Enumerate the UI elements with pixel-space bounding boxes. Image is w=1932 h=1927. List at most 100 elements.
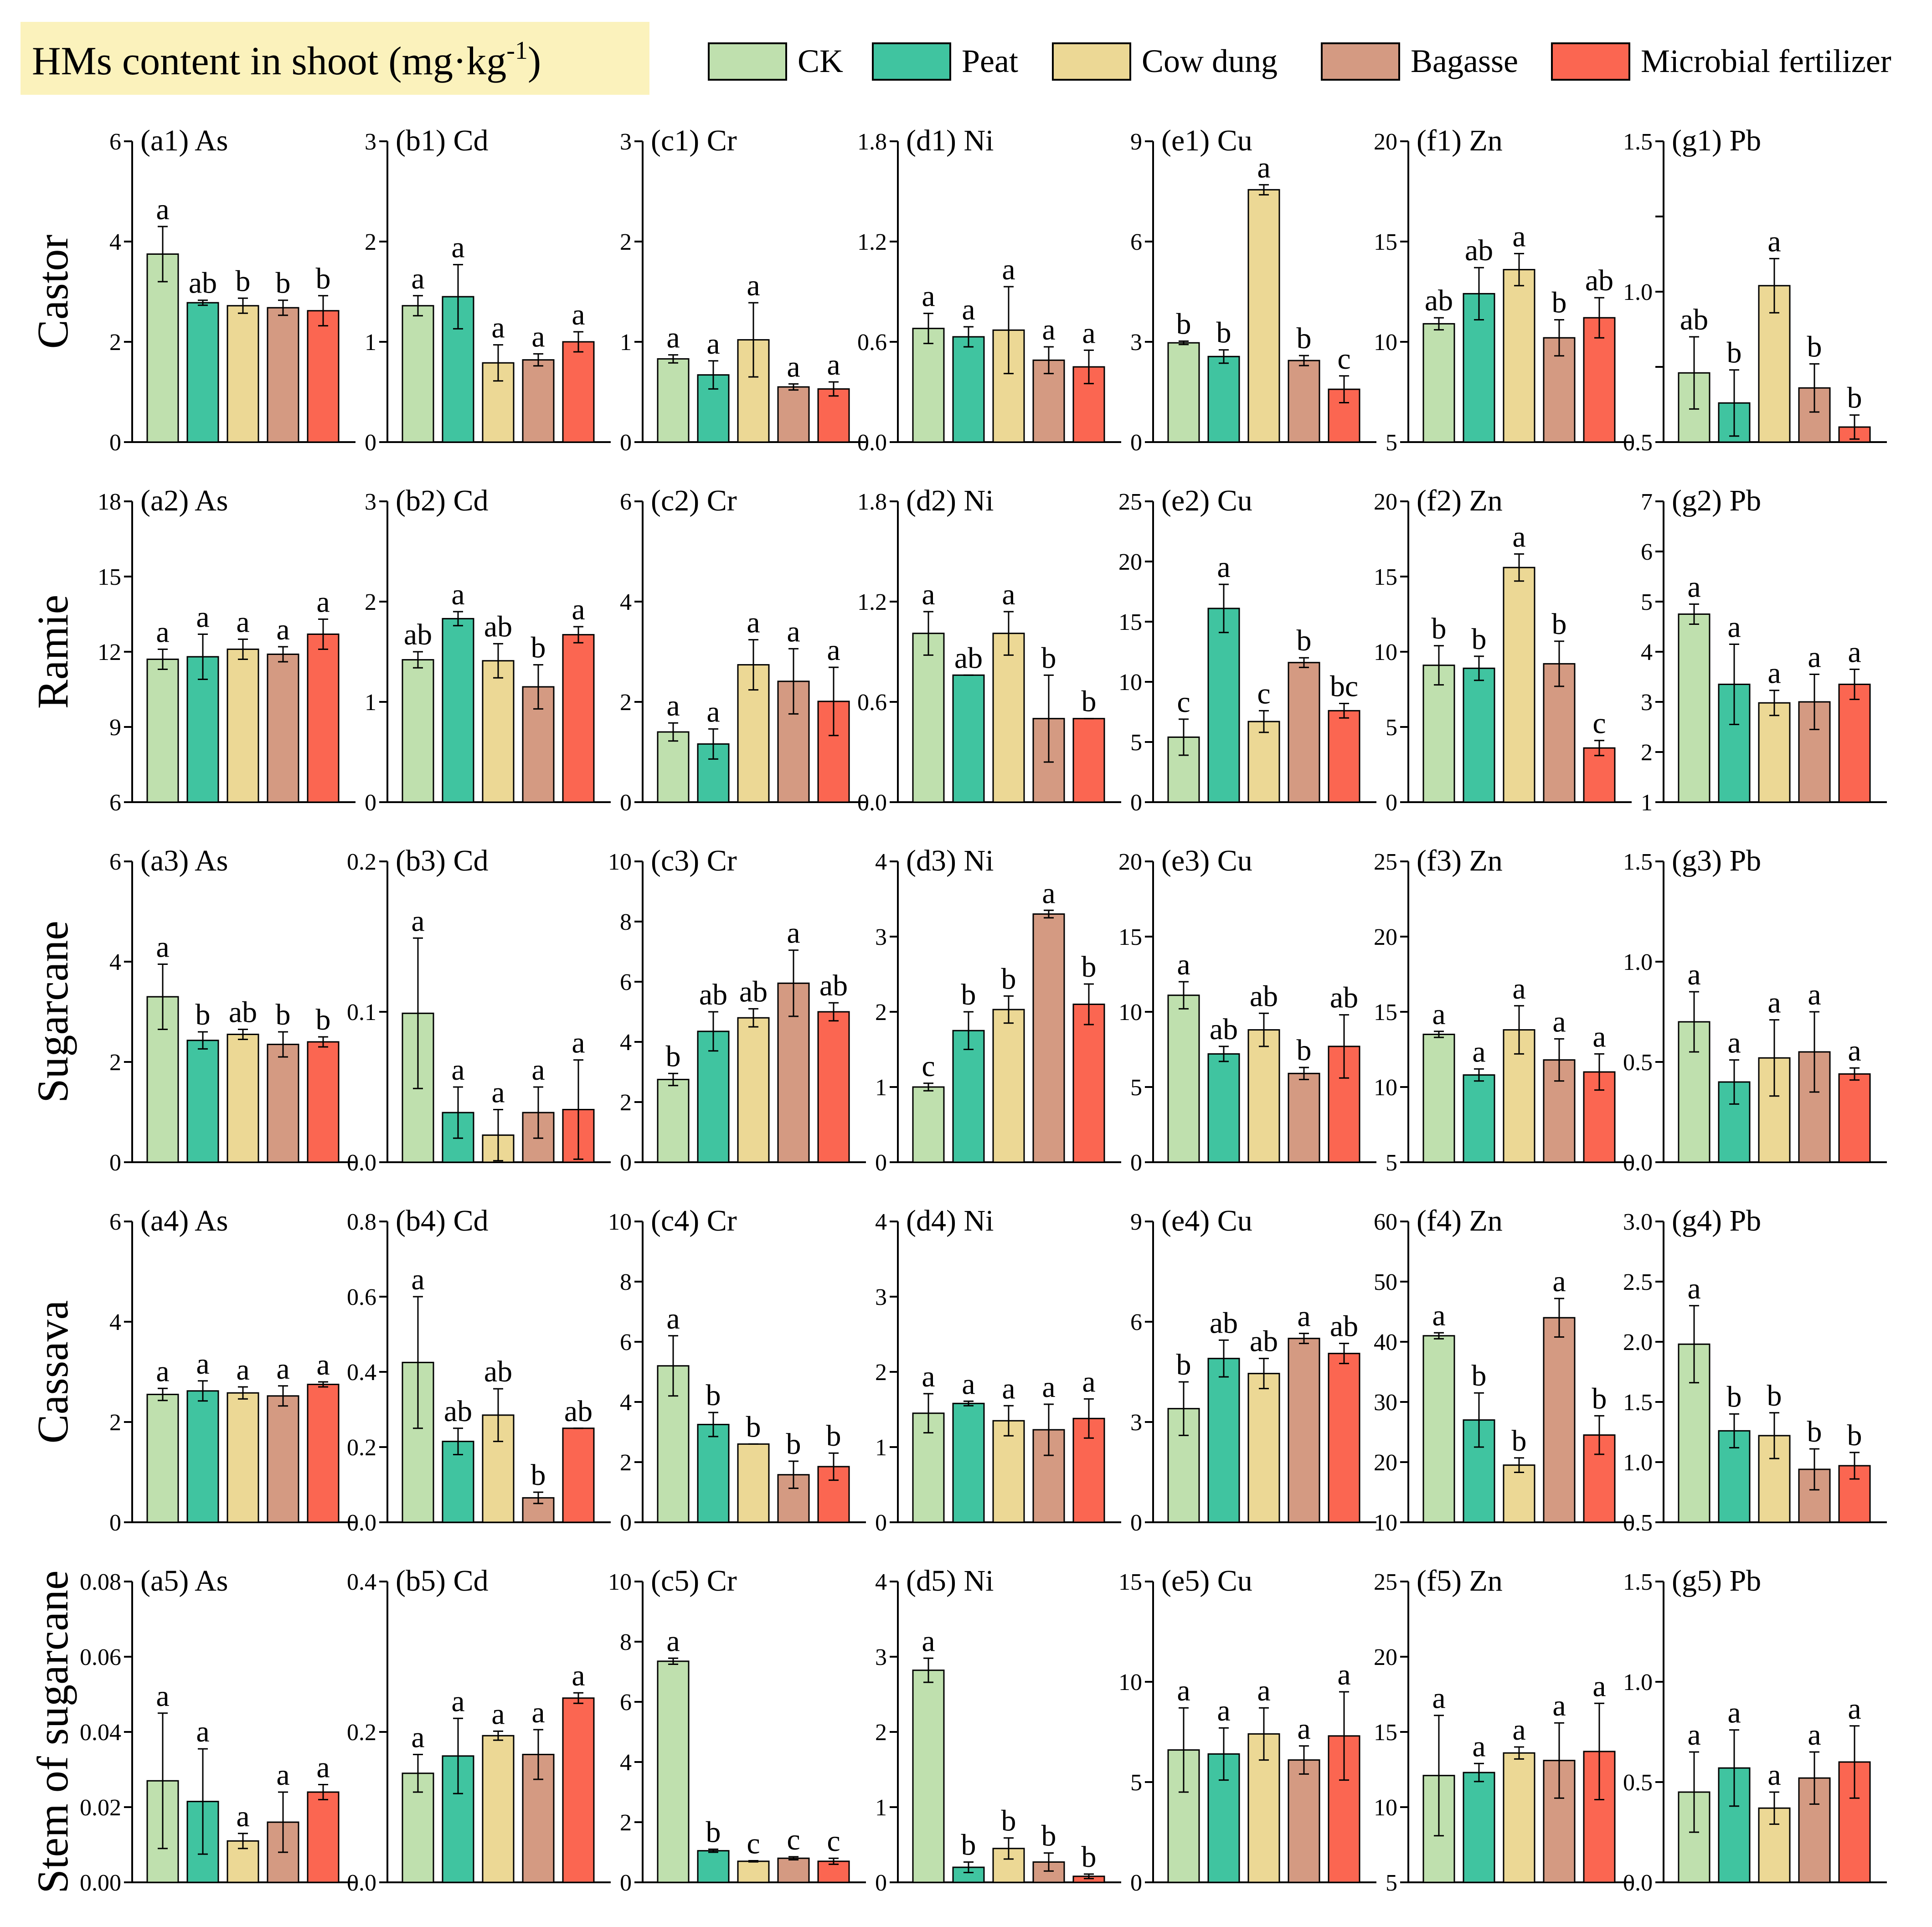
bar-bagasse bbox=[267, 1044, 299, 1163]
bar-peat bbox=[952, 674, 985, 803]
y-tick-label: 3 bbox=[1641, 690, 1653, 716]
error-bar bbox=[453, 1086, 463, 1139]
error-bar bbox=[318, 618, 328, 650]
y-tick-label: 9 bbox=[1130, 129, 1142, 155]
significance-letter: ab bbox=[1210, 1306, 1238, 1340]
bar-peat bbox=[186, 302, 219, 443]
bar-cow-dung bbox=[1247, 189, 1280, 443]
error-bar bbox=[1554, 640, 1564, 687]
bar-cow-dung bbox=[1503, 1464, 1535, 1523]
error-bar bbox=[238, 1833, 248, 1850]
y-tick-label: 0.4 bbox=[347, 1569, 376, 1595]
significance-letter: a bbox=[1002, 253, 1015, 286]
bar-bagasse bbox=[1288, 360, 1320, 443]
y-tick-label: 6 bbox=[620, 969, 632, 995]
bar-cow-dung bbox=[1247, 1029, 1280, 1163]
significance-letter: ab bbox=[564, 1395, 592, 1428]
y-tick-label: 0 bbox=[109, 430, 121, 456]
y-tick-label: 30 bbox=[1374, 1390, 1397, 1416]
error-bar bbox=[1689, 991, 1699, 1053]
bar-peat bbox=[186, 1040, 219, 1163]
error-bar bbox=[1004, 995, 1014, 1024]
significance-letter: a bbox=[1177, 1674, 1190, 1707]
error-bar bbox=[1434, 317, 1444, 331]
panel-title: (e3) Cu bbox=[1161, 844, 1252, 877]
error-bar bbox=[1474, 1068, 1484, 1082]
panel-title: (f4) Zn bbox=[1417, 1204, 1503, 1237]
significance-letter: a bbox=[1432, 1682, 1445, 1715]
error-bar bbox=[829, 1857, 839, 1865]
significance-letter: b bbox=[196, 998, 211, 1031]
significance-letter: a bbox=[531, 1053, 545, 1087]
legend-label-ck: CK bbox=[798, 43, 843, 79]
row-label-ramie: Ramie bbox=[28, 595, 77, 709]
y-tick-label: 0.5 bbox=[1623, 430, 1653, 456]
error-bar bbox=[1514, 1746, 1524, 1760]
panel-title: (c1) Cr bbox=[651, 124, 737, 157]
significance-letter: a bbox=[156, 193, 169, 226]
y-tick-label: 1.0 bbox=[1623, 949, 1653, 975]
figure-title: HMs content in shoot (mg·kg-1) bbox=[32, 36, 541, 83]
bar-peat bbox=[1207, 1053, 1240, 1163]
significance-letter: a bbox=[1808, 641, 1821, 674]
y-tick-label: 15 bbox=[1118, 924, 1142, 950]
significance-letter: b bbox=[826, 1419, 841, 1453]
error-bar bbox=[708, 1011, 718, 1052]
error-bar bbox=[1219, 349, 1229, 364]
error-bar bbox=[1179, 1381, 1189, 1436]
error-bar bbox=[453, 1717, 463, 1794]
error-bar bbox=[1809, 1751, 1819, 1805]
error-bar bbox=[923, 1082, 933, 1092]
significance-letter: a bbox=[1767, 657, 1781, 690]
bar-cow-dung bbox=[482, 660, 515, 803]
bar-bagasse bbox=[522, 359, 555, 443]
error-bar bbox=[318, 1036, 328, 1048]
y-tick-label: 5 bbox=[1386, 1150, 1397, 1176]
error-bar bbox=[829, 666, 839, 737]
significance-letter: a bbox=[922, 280, 935, 313]
y-tick-label: 6 bbox=[620, 1329, 632, 1355]
error-bar bbox=[1044, 909, 1054, 919]
significance-letter: b bbox=[1432, 612, 1447, 645]
error-bar bbox=[1850, 414, 1860, 440]
y-tick-label: 0 bbox=[620, 430, 632, 456]
significance-letter: b bbox=[1297, 624, 1312, 657]
error-bar bbox=[453, 264, 463, 330]
significance-letter: a bbox=[411, 262, 424, 295]
bar-cow-dung bbox=[992, 1420, 1025, 1523]
y-tick-label: 10 bbox=[1374, 1795, 1397, 1821]
y-tick-label: 0 bbox=[365, 430, 376, 456]
bar-peat bbox=[186, 1390, 219, 1523]
significance-letter: ab bbox=[1330, 1310, 1358, 1343]
y-tick-label: 2 bbox=[1641, 740, 1653, 766]
y-tick-label: 4 bbox=[1641, 639, 1653, 665]
y-tick-label: 4 bbox=[109, 229, 121, 255]
significance-letter: a bbox=[451, 1053, 464, 1087]
significance-letter: a bbox=[1767, 986, 1781, 1020]
error-bar bbox=[198, 1031, 208, 1050]
y-tick-label: 20 bbox=[1374, 1644, 1397, 1670]
y-tick-label: 2.5 bbox=[1623, 1269, 1653, 1295]
significance-letter: a bbox=[491, 1697, 505, 1731]
y-tick-label: 3 bbox=[1130, 330, 1142, 356]
bar-ck bbox=[912, 328, 945, 443]
significance-letter: a bbox=[1512, 972, 1525, 1005]
bar-cow-dung bbox=[1503, 567, 1535, 803]
legend-item-microbial-fertilizer: Microbial fertilizer bbox=[1551, 42, 1891, 81]
significance-letter: a bbox=[451, 1685, 464, 1718]
y-tick-label: 0 bbox=[620, 1510, 632, 1536]
y-tick-label: 0 bbox=[1130, 1510, 1142, 1536]
y-tick-label: 1.5 bbox=[1623, 1390, 1653, 1416]
y-tick-label: 3 bbox=[365, 489, 376, 515]
y-tick-label: 7 bbox=[1641, 489, 1653, 515]
significance-letter: a bbox=[1217, 551, 1230, 584]
error-bar bbox=[533, 664, 543, 710]
significance-letter: a bbox=[1687, 958, 1700, 991]
panel-title: (a5) As bbox=[140, 1564, 228, 1597]
significance-letter: b bbox=[1847, 1419, 1862, 1452]
significance-letter: b bbox=[1767, 1379, 1782, 1412]
error-bar bbox=[1689, 603, 1699, 625]
